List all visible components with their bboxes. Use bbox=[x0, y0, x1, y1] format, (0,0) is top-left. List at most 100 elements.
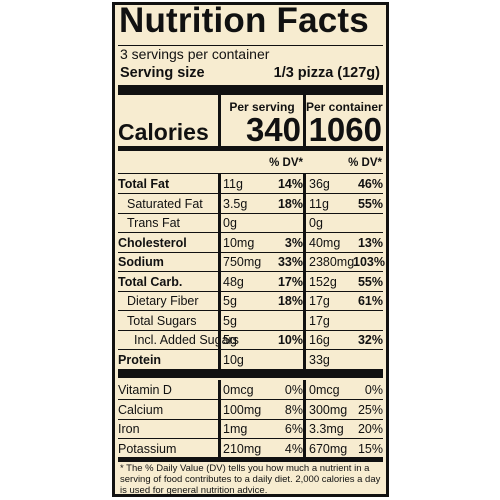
nutrient-row: Total Sugars 5g 17g bbox=[115, 311, 386, 331]
row-divider bbox=[118, 232, 218, 233]
dv-per-serving: 10% bbox=[277, 333, 303, 347]
amount-per-serving: 210mg bbox=[223, 441, 262, 456]
row-divider bbox=[306, 290, 383, 292]
dv-per-serving: 6% bbox=[284, 422, 303, 436]
dv-per-serving: 18% bbox=[277, 196, 303, 211]
row-divider bbox=[118, 251, 218, 253]
nutrient-row: Cholesterol 10mg 3% 40mg 13% bbox=[115, 233, 386, 253]
dv-per-container: 32% bbox=[357, 333, 383, 347]
amount-per-container: 670mg bbox=[309, 441, 348, 456]
nutrient-name: Iron bbox=[118, 422, 140, 436]
row-divider bbox=[221, 418, 303, 420]
row-divider bbox=[118, 212, 218, 214]
nutrient-row: Protein 10g 33g bbox=[115, 350, 386, 370]
nutrient-name: Saturated Fat bbox=[127, 196, 203, 211]
nutrient-name: Cholesterol bbox=[118, 235, 187, 250]
dv-per-container: 55% bbox=[357, 274, 383, 289]
row-divider bbox=[306, 349, 383, 350]
nutrient-row: Total Carb. 48g 17% 152g 55% bbox=[115, 272, 386, 292]
nutrient-name: Vitamin D bbox=[118, 383, 172, 397]
row-divider bbox=[306, 329, 383, 331]
amount-per-serving: 750mg bbox=[223, 255, 262, 269]
amount-per-container: 33g bbox=[309, 352, 330, 367]
nutrient-name: Total Carb. bbox=[118, 274, 183, 289]
row-divider bbox=[118, 438, 218, 439]
vitamin-row: Potassium 210mg 4% 670mg 15% bbox=[115, 439, 386, 459]
dv-per-container: 25% bbox=[357, 402, 383, 417]
amount-per-container: 300mg bbox=[309, 402, 348, 417]
dv-per-container: 20% bbox=[357, 422, 383, 436]
amount-per-container: 3.3mg bbox=[309, 422, 344, 436]
dv-per-serving: 14% bbox=[277, 177, 303, 191]
nutrient-name: Protein bbox=[118, 352, 162, 367]
nutrient-name: Sodium bbox=[118, 255, 164, 269]
calories-per-container: 1060 bbox=[308, 111, 382, 148]
amount-per-serving: 3.5g bbox=[223, 196, 248, 211]
amount-per-serving: 5g bbox=[223, 294, 237, 308]
amount-per-container: 0mcg bbox=[309, 383, 340, 397]
nutrient-name: Total Sugars bbox=[127, 313, 197, 328]
vitamins-divider bbox=[118, 369, 383, 378]
row-divider bbox=[306, 251, 383, 253]
table-column-divider bbox=[303, 380, 306, 458]
row-divider bbox=[118, 349, 218, 350]
calories-divider bbox=[118, 146, 383, 151]
row-divider bbox=[118, 310, 218, 311]
row-divider bbox=[306, 438, 383, 439]
vitamin-row: Vitamin D 0mcg 0% 0mcg 0% bbox=[115, 380, 386, 400]
row-divider bbox=[221, 310, 303, 311]
amount-per-serving: 48g bbox=[223, 274, 244, 289]
column-divider-right bbox=[303, 95, 306, 151]
vitamin-row: Iron 1mg 6% 3.3mg 20% bbox=[115, 419, 386, 439]
row-divider bbox=[118, 329, 218, 331]
vitamin-row: Calcium 100mg 8% 300mg 25% bbox=[115, 400, 386, 420]
amount-per-serving: 11g bbox=[223, 177, 243, 191]
dv-per-serving: 17% bbox=[277, 274, 303, 289]
row-divider bbox=[221, 399, 303, 400]
per-container-header: Per container bbox=[306, 100, 383, 114]
amount-per-container: 36g bbox=[309, 177, 330, 191]
dv-per-container: 61% bbox=[357, 294, 383, 308]
amount-per-serving: 1mg bbox=[223, 422, 248, 436]
amount-per-container: 16g bbox=[309, 333, 330, 347]
nutrition-facts-label: Nutrition Facts 3 servings per container… bbox=[112, 1, 389, 497]
thick-divider bbox=[118, 85, 383, 95]
amount-per-container: 11g bbox=[309, 196, 329, 211]
row-divider bbox=[306, 193, 383, 194]
calories-per-serving: 340 bbox=[245, 111, 301, 148]
nutrient-name: Total Fat bbox=[118, 177, 170, 191]
dv-per-serving: 33% bbox=[277, 255, 303, 269]
amount-per-serving: 5g bbox=[223, 333, 237, 347]
row-divider bbox=[221, 290, 303, 292]
per-serving-header: Per serving bbox=[229, 100, 295, 114]
amount-per-container: 17g bbox=[309, 294, 330, 308]
row-divider bbox=[306, 399, 383, 400]
amount-per-serving: 10mg bbox=[223, 235, 255, 250]
row-divider bbox=[221, 193, 303, 194]
dv-per-container: 46% bbox=[357, 177, 383, 191]
nutrient-row: Saturated Fat 3.5g 18% 11g 55% bbox=[115, 194, 386, 214]
row-divider bbox=[221, 251, 303, 253]
serving-size-value: 1/3 pizza (127g) bbox=[273, 65, 380, 81]
column-divider-left bbox=[218, 95, 221, 151]
nutrient-name: Trans Fat bbox=[127, 216, 181, 230]
row-divider bbox=[306, 232, 383, 233]
table-column-divider bbox=[303, 174, 306, 369]
table-column-divider bbox=[218, 380, 221, 458]
row-divider bbox=[118, 418, 218, 420]
dv-per-serving: 4% bbox=[284, 441, 303, 456]
amount-per-container: 40mg bbox=[309, 235, 341, 250]
dv-per-container: 13% bbox=[357, 235, 383, 250]
amount-per-container: 0g bbox=[309, 216, 323, 230]
row-divider bbox=[221, 349, 303, 350]
amount-per-serving: 0g bbox=[223, 216, 237, 230]
amount-per-container: 152g bbox=[309, 274, 337, 289]
row-divider bbox=[306, 271, 383, 272]
row-divider bbox=[221, 232, 303, 233]
row-divider bbox=[306, 418, 383, 420]
dv-per-serving: 0% bbox=[284, 383, 303, 397]
dv-header-divider bbox=[118, 173, 383, 174]
nutrient-row: Incl. Added Sugars 5g 10% 16g 32% bbox=[115, 330, 386, 350]
serving-size-label: Serving size bbox=[120, 65, 205, 81]
label-title: Nutrition Facts bbox=[119, 1, 369, 40]
